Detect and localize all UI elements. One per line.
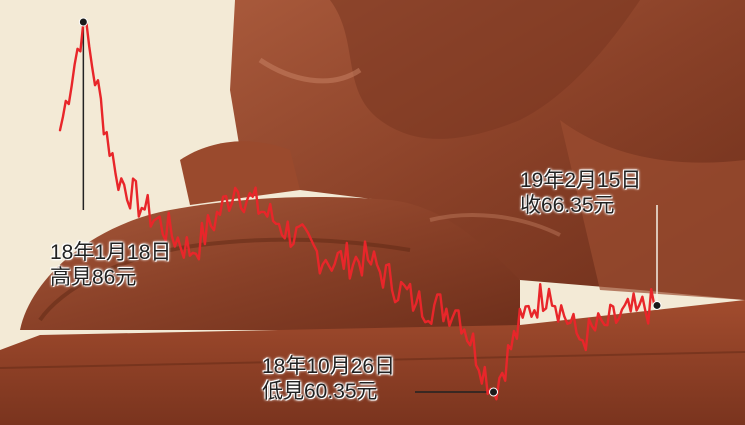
marker-high xyxy=(78,17,88,27)
annotation-high-date: 18年1月18日 xyxy=(50,241,172,264)
annotation-low: 18年10月26日 低見60.35元 xyxy=(262,354,395,404)
annotation-close: 19年2月15日 收66.35元 xyxy=(520,168,641,218)
marker-close xyxy=(652,300,662,310)
annotation-low-value: 低見60.35元 xyxy=(262,380,378,403)
annotation-low-date: 18年10月26日 xyxy=(262,355,396,378)
annotation-leader-lines xyxy=(82,22,658,393)
annotation-close-value: 收66.35元 xyxy=(520,194,615,217)
annotation-high-value: 高見86元 xyxy=(50,266,137,289)
marker-low xyxy=(489,387,499,397)
price-line xyxy=(58,20,659,401)
annotation-high: 18年1月18日 高見86元 xyxy=(50,240,171,290)
annotation-close-date: 19年2月15日 xyxy=(520,169,642,192)
annotation-markers xyxy=(78,17,662,397)
